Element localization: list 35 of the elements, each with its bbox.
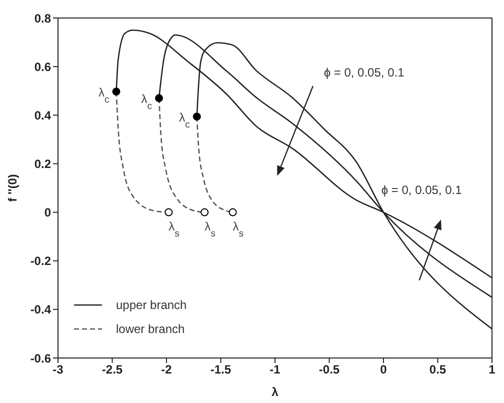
- legend-label: upper branch: [116, 298, 187, 312]
- point: [200, 208, 209, 216]
- y-tick-label: -0.6: [30, 351, 52, 366]
- annotation: λ$_{c}$: [179, 110, 190, 130]
- y-tick-label: -0.2: [30, 254, 52, 268]
- y-tick-label: -0.4: [30, 302, 52, 317]
- y-tick-label: 0.4: [34, 108, 52, 122]
- annotation: λ$_{s}$: [168, 219, 180, 239]
- x-tick-label: -2.5: [102, 362, 123, 377]
- x-tick-label: -0.5: [318, 362, 340, 377]
- point: [228, 208, 237, 216]
- annotation: λ$_{s}$: [232, 219, 244, 239]
- annotation: ϕ = 0, 0.05, 0.1: [324, 65, 405, 80]
- annotation: λ$_{c}$: [98, 86, 110, 106]
- y-axis-title: f ''(0): [5, 174, 20, 202]
- legend-label: lower branch: [116, 322, 185, 336]
- y-tick-label: 0.8: [34, 11, 52, 26]
- point: [112, 88, 120, 96]
- point: [155, 94, 164, 102]
- y-tick-label: 0.2: [34, 156, 52, 171]
- point: [192, 112, 201, 121]
- x-tick-label: 0: [380, 362, 388, 377]
- annotation: λ$_{c}$: [141, 92, 152, 112]
- x-tick-label: 1: [488, 362, 496, 377]
- x-tick-label: -1.5: [210, 362, 232, 377]
- x-tick-label: -1: [270, 362, 281, 377]
- x-tick-label: 0.5: [429, 362, 446, 377]
- y-tick-label: 0.6: [34, 60, 52, 74]
- y-tick-label: 0: [44, 206, 52, 220]
- x-tick-label: -3: [52, 362, 64, 377]
- annotation: λ$_{s}$: [204, 219, 216, 239]
- point: [164, 208, 173, 216]
- x-tick-label: -2: [161, 362, 172, 377]
- x-axis-title: λ: [272, 385, 279, 399]
- annotation: ϕ = 0, 0.05, 0.1: [381, 183, 462, 198]
